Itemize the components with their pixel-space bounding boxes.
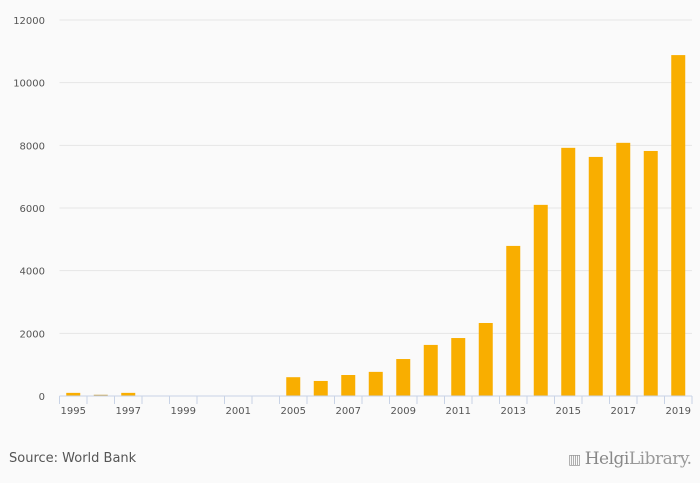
bar[interactable] — [451, 338, 466, 396]
bar[interactable] — [368, 371, 383, 396]
x-tick-label: 2017 — [611, 406, 636, 417]
bar[interactable] — [643, 150, 658, 396]
y-tick-label: 6000 — [20, 204, 45, 215]
bar[interactable] — [423, 344, 438, 396]
bar[interactable] — [478, 322, 493, 396]
x-tick-label: 1995 — [61, 406, 86, 417]
logo-text: Library. — [628, 449, 692, 469]
x-tick-label: 1999 — [171, 406, 196, 417]
x-tick-label: 2013 — [501, 406, 526, 417]
y-tick-label: 10000 — [13, 79, 45, 90]
bar[interactable] — [533, 204, 548, 396]
x-tick-label: 2001 — [226, 406, 251, 417]
y-tick-label: 2000 — [20, 329, 45, 340]
bar[interactable] — [616, 142, 631, 396]
bar[interactable] — [561, 147, 576, 396]
y-tick-label: 0 — [39, 392, 45, 403]
bar[interactable] — [66, 392, 81, 396]
bar[interactable] — [671, 55, 686, 397]
bar[interactable] — [93, 394, 108, 396]
bar-chart: 0 2000 4000 6000 8000 10000 12000 1995 1997 1999 2… — [13, 16, 693, 417]
bar[interactable] — [341, 375, 356, 396]
y-tick-label: 12000 — [13, 16, 45, 27]
x-tick-label: 1997 — [116, 406, 141, 417]
x-tick-label: 2011 — [446, 406, 471, 417]
x-tick-label: 2019 — [666, 406, 691, 417]
x-tick-label: 2005 — [281, 406, 306, 417]
helgi-library-logo[interactable]: ▥ HelgiLibrary. — [568, 449, 692, 469]
y-tick-label: 4000 — [20, 267, 45, 278]
bar[interactable] — [396, 359, 411, 396]
x-tick-label: 2009 — [391, 406, 416, 417]
x-tick-label: 2015 — [556, 406, 581, 417]
bar[interactable] — [313, 380, 328, 396]
source-label: Source: World Bank — [9, 451, 137, 466]
y-tick-label: 8000 — [20, 141, 45, 152]
bar[interactable] — [121, 392, 136, 396]
bar[interactable] — [286, 377, 301, 396]
bar[interactable] — [588, 156, 603, 396]
bar[interactable] — [506, 245, 521, 396]
logo-text-bold: Helgi — [584, 449, 630, 469]
x-tick-label: 2007 — [336, 406, 361, 417]
